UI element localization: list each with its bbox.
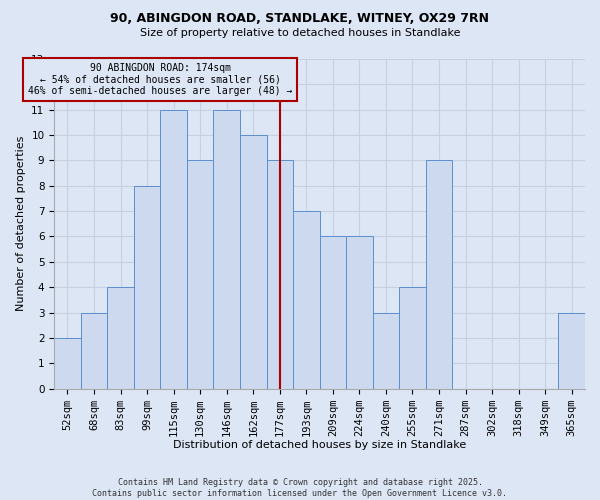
Bar	[399, 287, 426, 388]
Bar	[160, 110, 187, 388]
Bar	[107, 287, 134, 388]
Y-axis label: Number of detached properties: Number of detached properties	[16, 136, 26, 312]
Text: 90 ABINGDON ROAD: 174sqm
← 54% of detached houses are smaller (56)
46% of semi-d: 90 ABINGDON ROAD: 174sqm ← 54% of detach…	[28, 62, 293, 96]
Bar	[214, 110, 240, 388]
Bar	[373, 312, 399, 388]
Bar	[240, 135, 266, 388]
Bar	[187, 160, 214, 388]
Text: 90, ABINGDON ROAD, STANDLAKE, WITNEY, OX29 7RN: 90, ABINGDON ROAD, STANDLAKE, WITNEY, OX…	[110, 12, 490, 26]
Bar	[54, 338, 81, 388]
Bar	[81, 312, 107, 388]
Bar	[134, 186, 160, 388]
Text: Size of property relative to detached houses in Standlake: Size of property relative to detached ho…	[140, 28, 460, 38]
Bar	[559, 312, 585, 388]
Bar	[426, 160, 452, 388]
Bar	[346, 236, 373, 388]
Bar	[293, 211, 320, 388]
Text: Contains HM Land Registry data © Crown copyright and database right 2025.
Contai: Contains HM Land Registry data © Crown c…	[92, 478, 508, 498]
Bar	[266, 160, 293, 388]
Bar	[320, 236, 346, 388]
X-axis label: Distribution of detached houses by size in Standlake: Distribution of detached houses by size …	[173, 440, 466, 450]
